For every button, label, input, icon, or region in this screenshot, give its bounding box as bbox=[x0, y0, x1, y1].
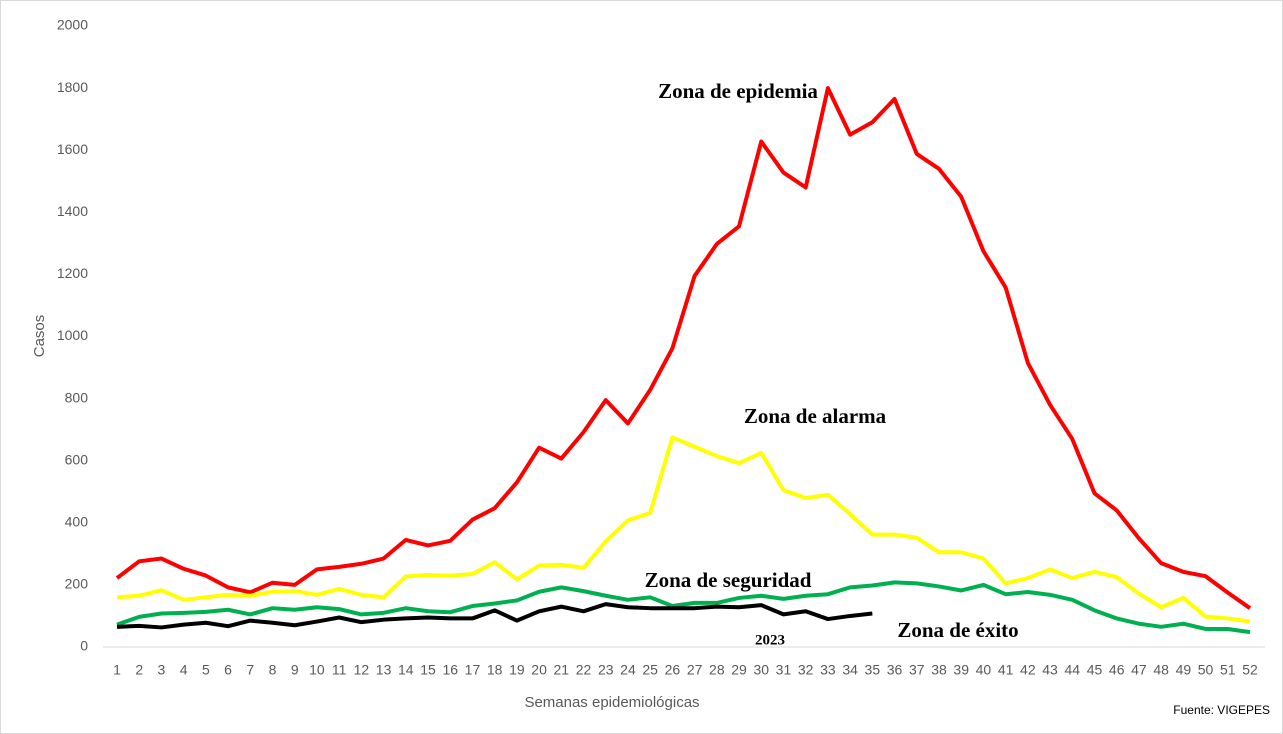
x-tick-label: 43 bbox=[1042, 662, 1058, 678]
x-tick-label: 48 bbox=[1153, 662, 1169, 678]
series-line bbox=[116, 435, 1251, 624]
x-tick-label: 19 bbox=[509, 662, 525, 678]
series-line bbox=[115, 86, 1252, 610]
y-tick-label: 1200 bbox=[57, 265, 88, 281]
series-line bbox=[116, 602, 873, 630]
x-tick-label: 32 bbox=[798, 662, 814, 678]
x-tick-label: 31 bbox=[776, 662, 792, 678]
x-tick-label: 30 bbox=[753, 662, 769, 678]
x-tick-label: 39 bbox=[953, 662, 969, 678]
x-tick-label: 44 bbox=[1064, 662, 1080, 678]
x-tick-label: 45 bbox=[1087, 662, 1103, 678]
annotation: Zona de éxito bbox=[897, 618, 1018, 642]
y-tick-label: 1400 bbox=[57, 203, 88, 219]
x-tick-label: 22 bbox=[576, 662, 592, 678]
x-tick-label: 29 bbox=[731, 662, 747, 678]
y-tick-label: 200 bbox=[65, 576, 89, 592]
y-tick-label: 1600 bbox=[57, 141, 88, 157]
series-label: 2023 bbox=[755, 632, 785, 648]
series-label: Zona de epidemia bbox=[658, 79, 818, 103]
y-tick-label: 600 bbox=[65, 451, 89, 467]
y-tick-label: 400 bbox=[65, 514, 89, 530]
x-tick-label: 46 bbox=[1109, 662, 1125, 678]
x-tick-label: 16 bbox=[442, 662, 458, 678]
x-tick-label: 13 bbox=[376, 662, 392, 678]
x-tick-label: 49 bbox=[1176, 662, 1192, 678]
x-tick-label: 34 bbox=[842, 662, 858, 678]
x-tick-label: 27 bbox=[687, 662, 703, 678]
y-axis-title: Casos bbox=[31, 315, 48, 358]
x-tick-label: 35 bbox=[865, 662, 881, 678]
x-tick-label: 14 bbox=[398, 662, 414, 678]
x-axis-title: Semanas epidemiológicas bbox=[524, 694, 699, 711]
x-tick-label: 40 bbox=[976, 662, 992, 678]
series-label: Zona de alarma bbox=[744, 404, 887, 428]
x-tick-label: 15 bbox=[420, 662, 436, 678]
y-tick-label: 800 bbox=[65, 389, 89, 405]
x-tick-label: 37 bbox=[909, 662, 925, 678]
x-tick-label: 24 bbox=[620, 662, 636, 678]
x-tick-label: 20 bbox=[531, 662, 547, 678]
x-tick-label: 5 bbox=[202, 662, 210, 678]
x-tick-label: 28 bbox=[709, 662, 725, 678]
y-tick-label: 2000 bbox=[57, 17, 88, 33]
x-tick-label: 18 bbox=[487, 662, 503, 678]
x-tick-label: 25 bbox=[642, 662, 658, 678]
x-tick-label: 10 bbox=[309, 662, 325, 678]
x-tick-label: 4 bbox=[180, 662, 188, 678]
series-label: Zona de seguridad bbox=[645, 568, 812, 592]
x-tick-label: 12 bbox=[354, 662, 370, 678]
x-tick-label: 17 bbox=[465, 662, 481, 678]
x-tick-label: 7 bbox=[246, 662, 254, 678]
x-tick-label: 23 bbox=[598, 662, 614, 678]
x-tick-label: 52 bbox=[1242, 662, 1258, 678]
x-tick-label: 42 bbox=[1020, 662, 1036, 678]
x-tick-label: 33 bbox=[820, 662, 836, 678]
x-tick-label: 11 bbox=[332, 662, 347, 678]
x-tick-label: 8 bbox=[269, 662, 277, 678]
y-tick-label: 1000 bbox=[57, 327, 88, 343]
x-tick-label: 47 bbox=[1131, 662, 1147, 678]
x-tick-label: 21 bbox=[554, 662, 570, 678]
x-tick-label: 26 bbox=[665, 662, 681, 678]
x-tick-label: 3 bbox=[158, 662, 166, 678]
x-tick-label: 9 bbox=[291, 662, 299, 678]
source: Fuente: VIGEPES bbox=[1173, 703, 1270, 717]
x-tick-label: 6 bbox=[224, 662, 232, 678]
x-tick-label: 1 bbox=[113, 662, 121, 678]
x-tick-label: 36 bbox=[887, 662, 903, 678]
x-tick-label: 41 bbox=[998, 662, 1014, 678]
series-line bbox=[116, 580, 1251, 635]
x-tick-label: 2 bbox=[135, 662, 143, 678]
y-tick-label: 0 bbox=[80, 638, 88, 654]
x-tick-label: 50 bbox=[1198, 662, 1214, 678]
x-tick-label: 38 bbox=[931, 662, 947, 678]
y-tick-label: 1800 bbox=[57, 79, 88, 95]
x-tick-label: 51 bbox=[1220, 662, 1236, 678]
